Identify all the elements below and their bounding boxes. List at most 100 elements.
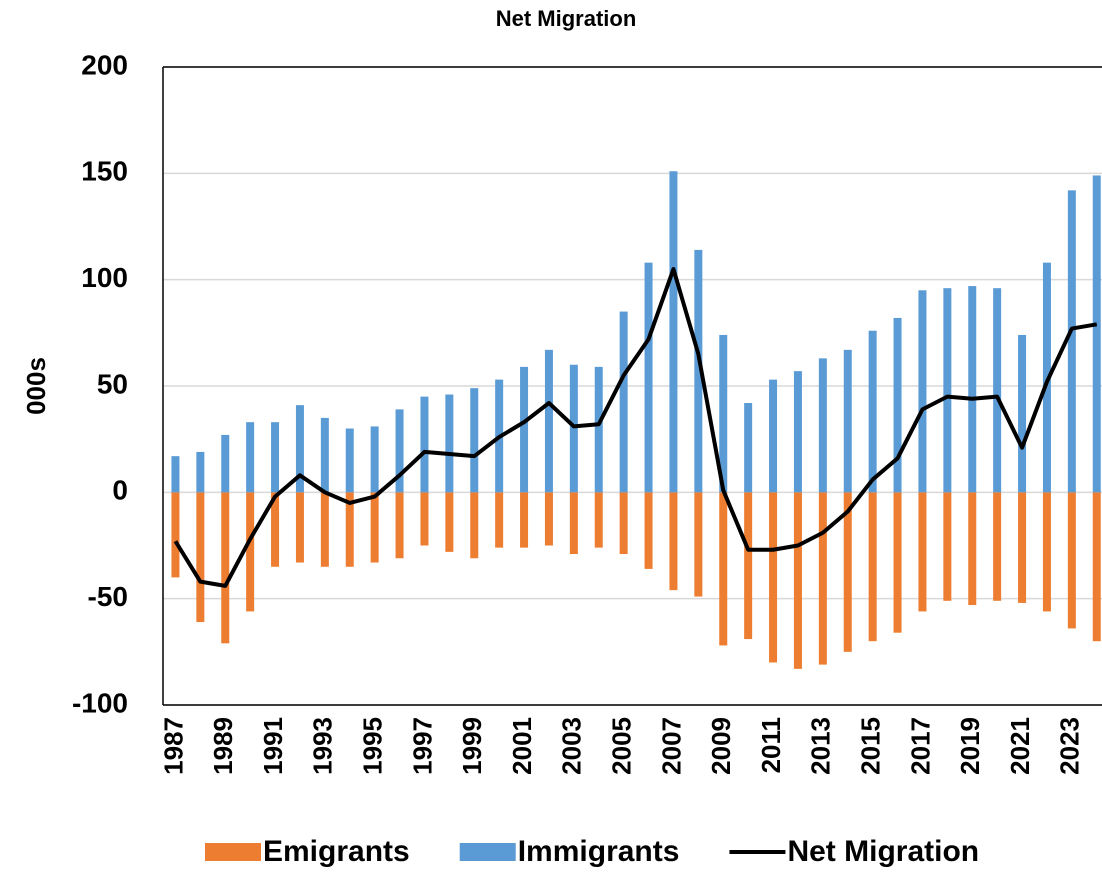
bar (893, 317, 902, 493)
bar (569, 364, 578, 493)
x-tick-label: 2019 (955, 717, 985, 775)
x-tick-label: 2005 (607, 717, 637, 775)
bar (196, 451, 205, 493)
bar (420, 492, 429, 546)
y-tick-label: 100 (81, 262, 128, 293)
bar (1067, 190, 1076, 493)
bar (843, 349, 852, 493)
legend-label: Emigrants (263, 835, 410, 868)
x-tick-label: 2017 (905, 717, 935, 775)
bar (520, 366, 529, 493)
bar (918, 290, 927, 493)
chart-title: Net Migration (496, 6, 637, 31)
bar (445, 394, 454, 493)
bar (968, 492, 977, 606)
y-tick-label: 200 (81, 49, 128, 80)
legend-label: Immigrants (518, 835, 680, 868)
bar (370, 426, 379, 493)
bar (818, 492, 827, 665)
bar (594, 492, 603, 548)
bar (246, 492, 255, 612)
x-tick-label: 1993 (308, 717, 338, 775)
bar (893, 492, 902, 633)
bar (769, 492, 778, 663)
bar (171, 456, 180, 493)
bar (345, 428, 354, 493)
y-tick-label: 0 (112, 475, 128, 506)
bar (968, 286, 977, 493)
legend-label: Net Migration (787, 835, 979, 868)
bar (544, 349, 553, 493)
bar (569, 492, 578, 555)
bar (1092, 175, 1101, 493)
bar (1042, 492, 1051, 612)
bar (918, 492, 927, 612)
bar (694, 249, 703, 493)
bar (943, 492, 952, 601)
bar (246, 422, 255, 493)
bar (644, 492, 653, 569)
bar (843, 492, 852, 652)
bar (719, 334, 728, 493)
legend-swatch (205, 843, 261, 861)
bar (943, 288, 952, 493)
bar (520, 492, 529, 548)
y-tick-label: 50 (97, 368, 128, 399)
x-tick-label: 2001 (507, 717, 537, 775)
x-tick-label: 2003 (557, 717, 587, 775)
y-tick-label: -50 (88, 581, 128, 612)
y-tick-label: -100 (72, 687, 128, 718)
bar (644, 262, 653, 493)
bar (818, 358, 827, 493)
bar (470, 388, 479, 493)
bar (1018, 492, 1027, 603)
bar (793, 492, 802, 669)
x-tick-label: 2021 (1005, 717, 1035, 775)
x-tick-label: 2015 (856, 717, 886, 775)
bar (295, 492, 304, 563)
bar (470, 492, 479, 559)
bar (669, 171, 678, 493)
bar (295, 405, 304, 493)
x-tick-label: 2007 (656, 717, 686, 775)
bar (669, 492, 678, 591)
bar (793, 371, 802, 493)
x-tick-label: 1997 (407, 717, 437, 775)
bar (221, 492, 230, 644)
x-tick-label: 1995 (358, 717, 388, 775)
bar (196, 492, 205, 623)
bar (868, 492, 877, 642)
bar (271, 492, 280, 567)
bar (171, 492, 180, 578)
bar (619, 311, 628, 493)
bar (1067, 492, 1076, 629)
bar (744, 492, 753, 640)
bar (744, 403, 753, 493)
bar (320, 417, 329, 493)
bar (395, 409, 404, 493)
x-tick-label: 2009 (706, 717, 736, 775)
x-tick-label: 2023 (1055, 717, 1085, 775)
x-tick-label: 1991 (258, 717, 288, 775)
bar (1092, 492, 1101, 642)
bar (271, 422, 280, 493)
bar (445, 492, 454, 552)
bar (221, 434, 230, 493)
bar (495, 492, 504, 548)
bar (868, 330, 877, 493)
y-axis-label: 000s (21, 357, 51, 415)
x-tick-label: 1987 (158, 717, 188, 775)
bar (619, 492, 628, 555)
bar (395, 492, 404, 559)
bar (544, 492, 553, 546)
bar (993, 492, 1002, 601)
bar (420, 396, 429, 493)
bar (594, 366, 603, 493)
bar (694, 492, 703, 597)
x-tick-label: 1989 (208, 717, 238, 775)
bar (345, 492, 354, 567)
x-tick-label: 2013 (806, 717, 836, 775)
y-tick-label: 150 (81, 156, 128, 187)
bar (719, 492, 728, 646)
